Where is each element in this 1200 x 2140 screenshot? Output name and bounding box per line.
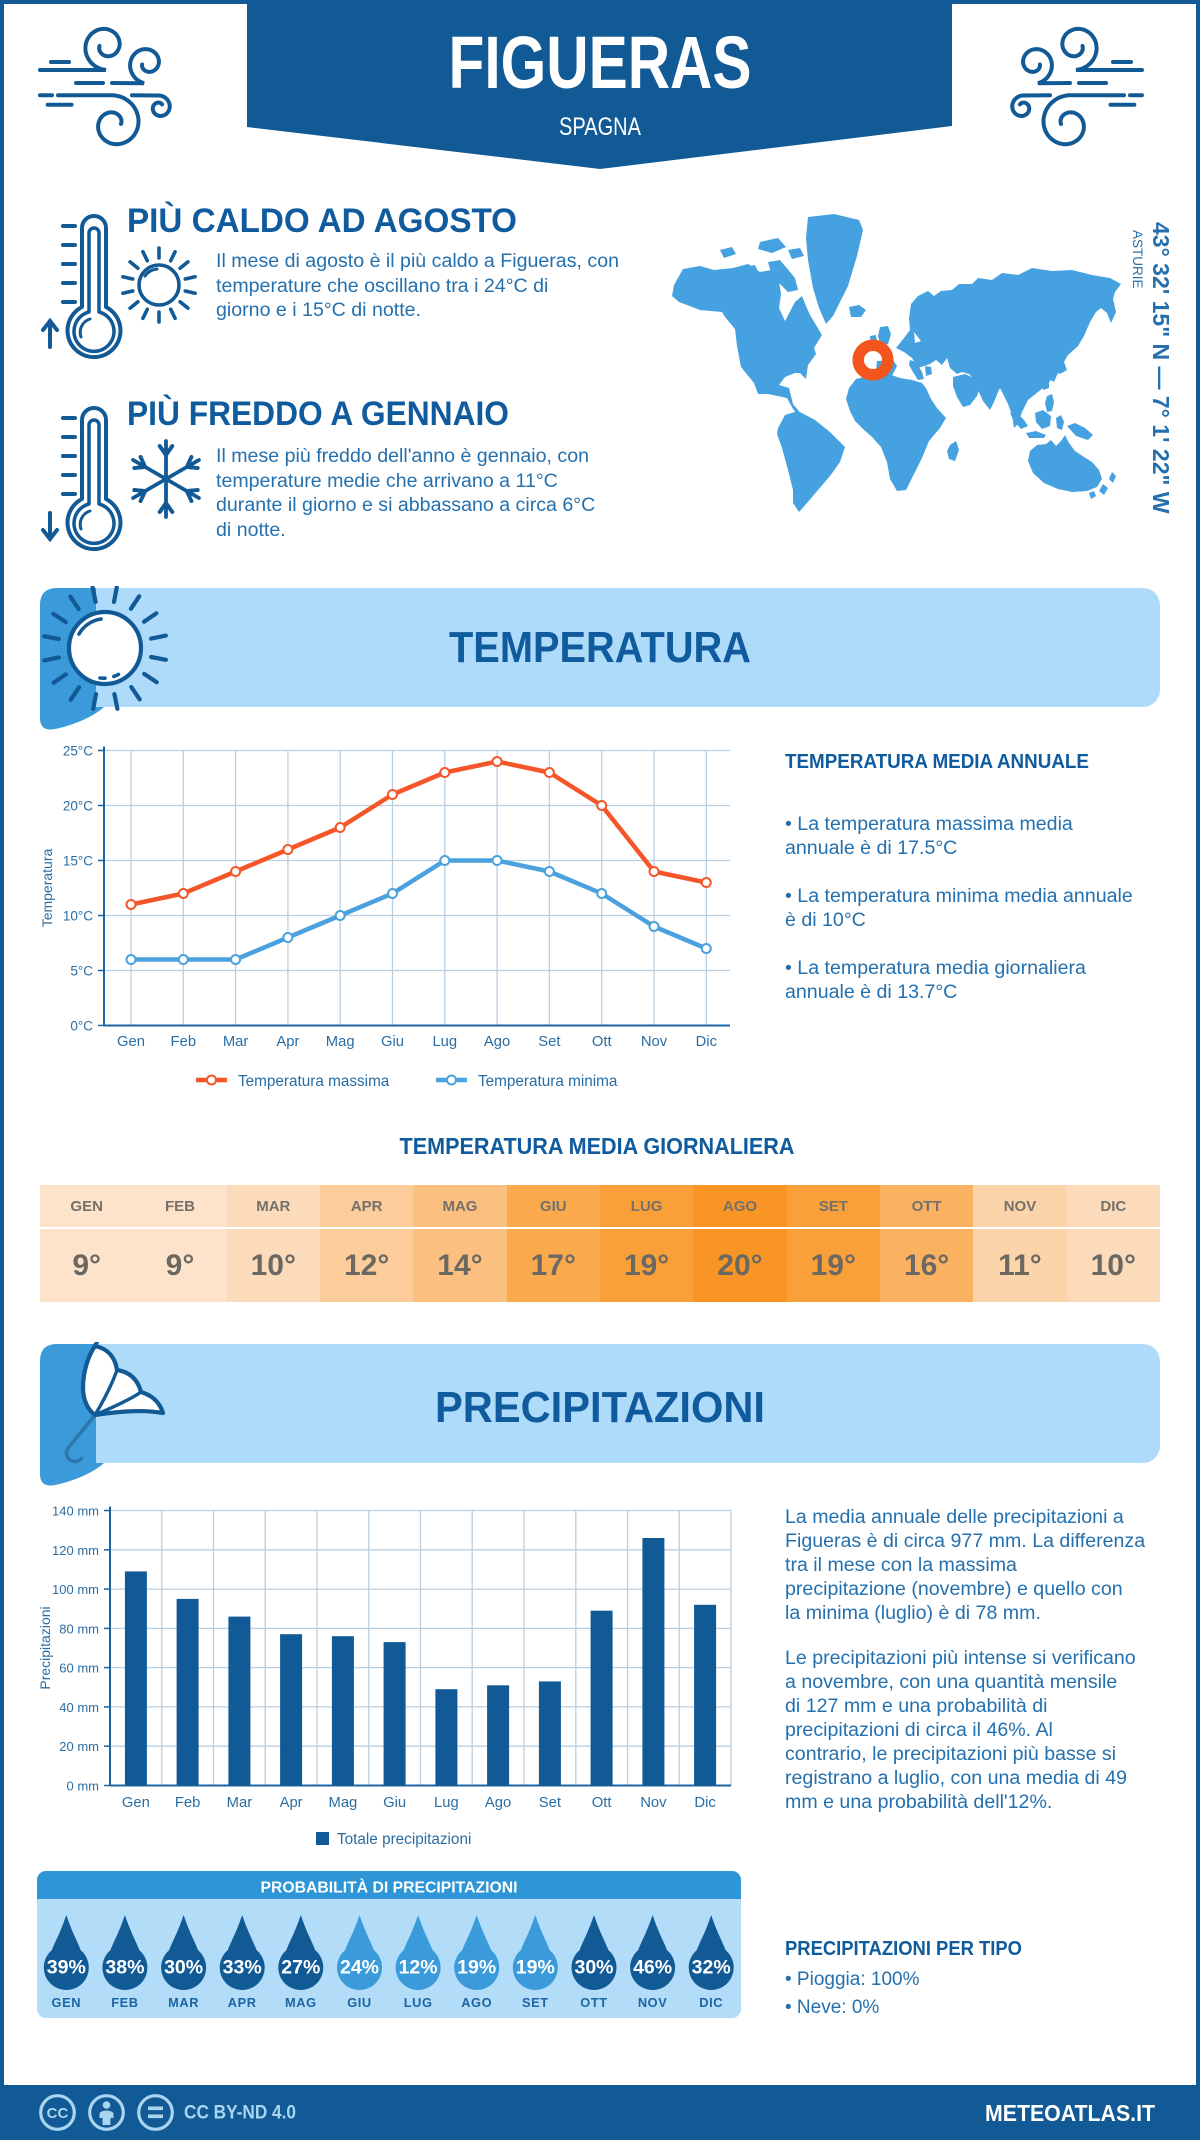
svg-text:MAG: MAG xyxy=(285,1995,317,2010)
svg-text:25°C: 25°C xyxy=(63,744,93,759)
svg-text:33%: 33% xyxy=(223,1957,262,1979)
svg-text:Apr: Apr xyxy=(276,1034,299,1050)
svg-text:20°C: 20°C xyxy=(63,799,93,814)
svg-text:Ott: Ott xyxy=(592,1795,612,1811)
svg-text:19%: 19% xyxy=(457,1957,496,1979)
svg-text:38%: 38% xyxy=(105,1957,144,1979)
svg-text:CC BY-ND 4.0: CC BY-ND 4.0 xyxy=(184,2103,296,2124)
svg-text:12%: 12% xyxy=(399,1957,438,1979)
svg-text:40 mm: 40 mm xyxy=(59,1700,99,1715)
svg-text:TEMPERATURA MEDIA ANNUALE: TEMPERATURA MEDIA ANNUALE xyxy=(785,750,1089,773)
svg-text:PIÙ FREDDO A GENNAIO: PIÙ FREDDO A GENNAIO xyxy=(127,393,509,433)
svg-text:60 mm: 60 mm xyxy=(59,1661,99,1676)
svg-text:Precipitazioni: Precipitazioni xyxy=(40,1606,53,1689)
svg-text:Gen: Gen xyxy=(122,1795,150,1811)
svg-text:24%: 24% xyxy=(340,1957,379,1979)
svg-text:Mag: Mag xyxy=(326,1034,355,1050)
svg-text:Totale precipitazioni: Totale precipitazioni xyxy=(337,1831,471,1848)
svg-text:TEMPERATURA MEDIA GIORNALIERA: TEMPERATURA MEDIA GIORNALIERA xyxy=(400,1133,795,1159)
svg-text:FIGUERAS: FIGUERAS xyxy=(449,21,752,104)
svg-text:46%: 46% xyxy=(633,1957,672,1979)
svg-text:SPAGNA: SPAGNA xyxy=(559,113,641,141)
svg-text:Nov: Nov xyxy=(641,1034,668,1050)
svg-text:27%: 27% xyxy=(281,1957,320,1979)
svg-text:Lug: Lug xyxy=(434,1795,459,1811)
svg-text:39%: 39% xyxy=(47,1957,86,1979)
svg-text:GEN: GEN xyxy=(52,1995,82,2010)
svg-text:30%: 30% xyxy=(164,1957,203,1979)
svg-text:Gen: Gen xyxy=(117,1034,145,1050)
svg-text:Set: Set xyxy=(539,1795,561,1811)
svg-text:TEMPERATURA: TEMPERATURA xyxy=(449,623,751,672)
svg-text:PROBABILITÀ DI PRECIPITAZIONI: PROBABILITÀ DI PRECIPITAZIONI xyxy=(261,1878,518,1897)
svg-text:80 mm: 80 mm xyxy=(59,1621,99,1636)
svg-text:5°C: 5°C xyxy=(70,964,93,979)
svg-text:0 mm: 0 mm xyxy=(67,1779,100,1794)
svg-text:PRECIPITAZIONI PER TIPO: PRECIPITAZIONI PER TIPO xyxy=(785,1937,1022,1960)
svg-text:CC: CC xyxy=(47,2105,69,2122)
svg-text:PRECIPITAZIONI: PRECIPITAZIONI xyxy=(435,1383,765,1432)
svg-text:120 mm: 120 mm xyxy=(52,1543,99,1558)
svg-text:MAR: MAR xyxy=(168,1995,199,2010)
svg-text:Lug: Lug xyxy=(432,1034,457,1050)
svg-text:METEOATLAS.IT: METEOATLAS.IT xyxy=(985,2100,1155,2126)
svg-text:140 mm: 140 mm xyxy=(52,1504,99,1519)
svg-text:Mar: Mar xyxy=(223,1034,249,1050)
svg-text:Giu: Giu xyxy=(381,1034,404,1050)
svg-text:32%: 32% xyxy=(692,1957,731,1979)
svg-text:Ago: Ago xyxy=(484,1034,510,1050)
svg-text:Ott: Ott xyxy=(592,1034,612,1050)
svg-text:15°C: 15°C xyxy=(63,854,93,869)
svg-text:APR: APR xyxy=(228,1995,257,2010)
svg-text:Temperatura minima: Temperatura minima xyxy=(478,1073,618,1090)
svg-text:Dic: Dic xyxy=(694,1795,716,1811)
svg-text:30%: 30% xyxy=(574,1957,613,1979)
svg-text:20 mm: 20 mm xyxy=(59,1739,99,1754)
svg-text:DIC: DIC xyxy=(699,1995,723,2010)
svg-text:PIÙ CALDO AD AGOSTO: PIÙ CALDO AD AGOSTO xyxy=(127,200,517,240)
svg-text:NOV: NOV xyxy=(638,1995,668,2010)
svg-text:Temperatura massima: Temperatura massima xyxy=(238,1073,390,1090)
svg-text:Temperatura: Temperatura xyxy=(40,848,55,927)
svg-text:19%: 19% xyxy=(516,1957,555,1979)
svg-text:0°C: 0°C xyxy=(70,1019,93,1034)
svg-text:Dic: Dic xyxy=(696,1034,718,1050)
svg-text:OTT: OTT xyxy=(580,1995,607,2010)
svg-text:Nov: Nov xyxy=(640,1795,667,1811)
svg-text:Giu: Giu xyxy=(383,1795,406,1811)
svg-text:Mar: Mar xyxy=(227,1795,253,1811)
svg-text:GIU: GIU xyxy=(347,1995,372,2010)
svg-text:Set: Set xyxy=(538,1034,560,1050)
svg-text:AGO: AGO xyxy=(461,1995,492,2010)
svg-text:Feb: Feb xyxy=(171,1034,197,1050)
svg-text:100 mm: 100 mm xyxy=(52,1582,99,1597)
svg-text:Ago: Ago xyxy=(485,1795,511,1811)
svg-text:Feb: Feb xyxy=(175,1795,201,1811)
svg-text:Apr: Apr xyxy=(280,1795,303,1811)
svg-text:LUG: LUG xyxy=(404,1995,433,2010)
svg-text:10°C: 10°C xyxy=(63,909,93,924)
svg-text:SET: SET xyxy=(522,1995,549,2010)
svg-text:FEB: FEB xyxy=(111,1995,138,2010)
svg-text:Mag: Mag xyxy=(329,1795,358,1811)
